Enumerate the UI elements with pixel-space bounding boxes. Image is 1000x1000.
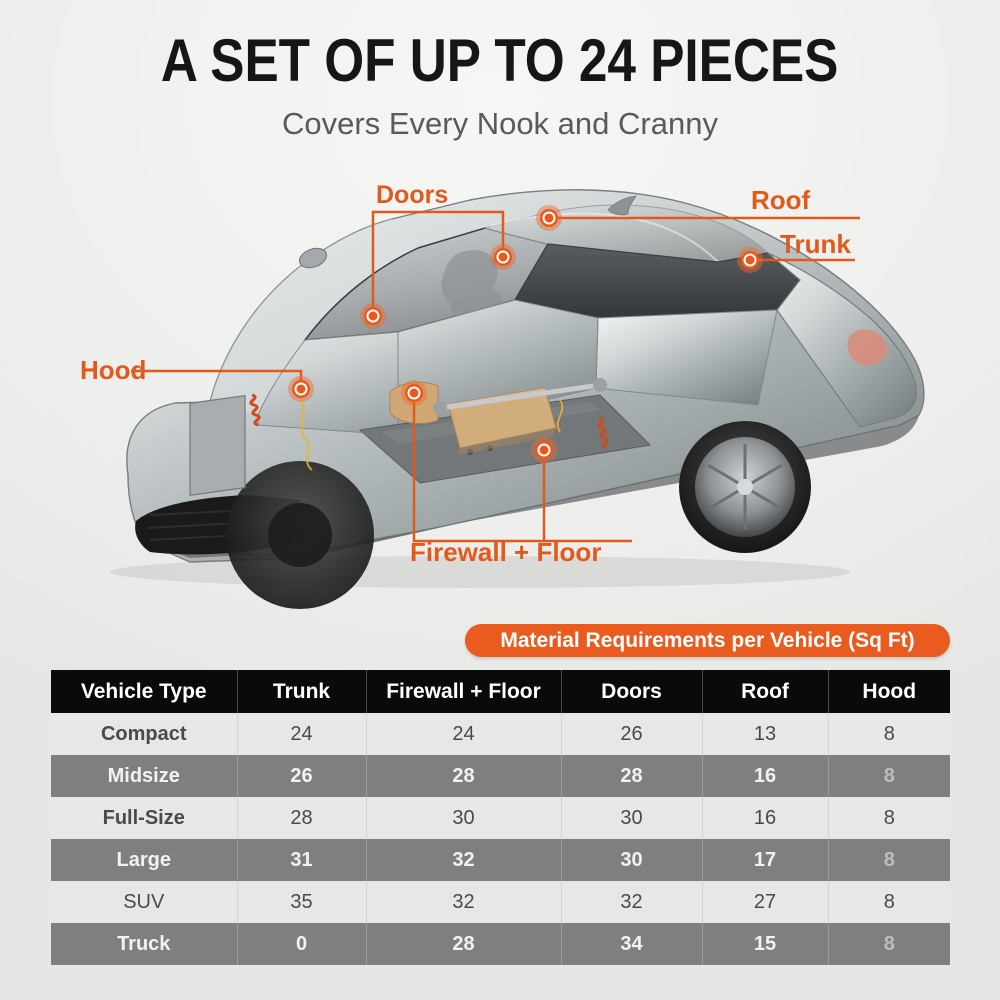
svg-text:Hood: Hood xyxy=(80,355,146,385)
svg-text:Firewall + Floor: Firewall + Floor xyxy=(410,537,601,567)
svg-text:Roof: Roof xyxy=(751,185,811,215)
svg-text:Doors: Doors xyxy=(376,181,448,209)
svg-text:Trunk: Trunk xyxy=(780,229,851,259)
